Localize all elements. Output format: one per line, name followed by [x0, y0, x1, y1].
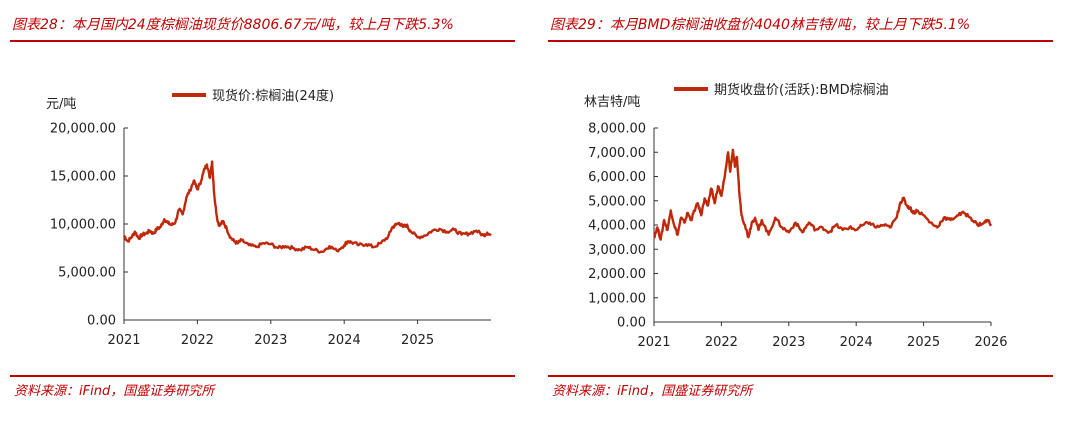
x-tick-label: 2021	[637, 335, 670, 350]
y-tick-label: 2,000.00	[588, 267, 646, 282]
y-tick-label: 8,000.00	[588, 122, 646, 137]
source-note: 资料来源：iFind，国盛证券研究所	[14, 384, 215, 399]
series-line	[653, 148, 993, 241]
legend-label: 期货收盘价(活跃):BMD棕榈油	[714, 82, 889, 98]
title-divider	[10, 40, 515, 42]
x-tick-label: 2025	[907, 335, 940, 350]
figure-title: 图表29：本月BMD棕榈油收盘价4040林吉特/吨，较上月下跌5.1%	[550, 17, 971, 33]
chart-panel-fig29: 图表29：本月BMD棕榈油收盘价4040林吉特/吨，较上月下跌5.1% 0.00…	[538, 0, 1063, 426]
y-tick-label: 10,000.00	[50, 218, 116, 233]
y-tick-label: 15,000.00	[50, 170, 116, 185]
axes: 0.00 1,000.00 2,000.00 3,000.00 4,000.00 5,00…	[588, 122, 1007, 351]
y-tick-label: 5,000.00	[588, 194, 646, 209]
y-unit-label: 元/吨	[46, 97, 76, 112]
axes: 0.00 5,000.00 10,000.00 15,000.00 20,000.00 2…	[50, 122, 491, 348]
line-chart-bmd-palm-oil: 0.00 1,000.00 2,000.00 3,000.00 4,000.00 5,00…	[584, 82, 1008, 351]
series-line-group	[122, 160, 492, 254]
x-tick-label: 2023	[254, 333, 287, 348]
source-divider	[548, 375, 1053, 377]
title-divider	[548, 40, 1053, 42]
y-tick-label: 0.00	[617, 316, 646, 331]
legend-label: 现货价:棕榈油(24度)	[212, 88, 334, 104]
source-divider	[10, 375, 515, 377]
line-chart-palm-oil-spot: 0.00 5,000.00 10,000.00 15,000.00 20,000.00 2…	[46, 88, 492, 348]
chart-panel-fig28: 图表28：本月国内24度棕榈油现货价8806.67元/吨，较上月下跌5.3% 0…	[0, 0, 525, 426]
x-tick-label: 2021	[107, 333, 140, 348]
y-tick-label: 5,000.00	[58, 266, 116, 281]
x-tick-label: 2024	[328, 333, 361, 348]
x-tick-label: 2023	[772, 335, 805, 350]
x-tick-label: 2025	[401, 333, 434, 348]
y-tick-label: 1,000.00	[588, 291, 646, 306]
y-tick-label: 3,000.00	[588, 243, 646, 258]
y-tick-label: 6,000.00	[588, 170, 646, 185]
y-tick-label: 0.00	[87, 314, 116, 329]
x-tick-label: 2022	[181, 333, 214, 348]
y-unit-label: 林吉特/吨	[584, 95, 640, 110]
y-tick-label: 7,000.00	[588, 146, 646, 161]
figure-title: 图表28：本月国内24度棕榈油现货价8806.67元/吨，较上月下跌5.3%	[12, 17, 454, 33]
y-tick-label: 20,000.00	[50, 122, 116, 137]
series-line-group	[653, 148, 993, 241]
x-tick-label: 2022	[705, 335, 738, 350]
x-tick-label: 2024	[840, 335, 873, 350]
x-tick-label: 2026	[974, 335, 1007, 350]
y-tick-label: 4,000.00	[588, 219, 646, 234]
source-note: 资料来源：iFind，国盛证券研究所	[552, 384, 753, 399]
series-line	[122, 160, 492, 254]
